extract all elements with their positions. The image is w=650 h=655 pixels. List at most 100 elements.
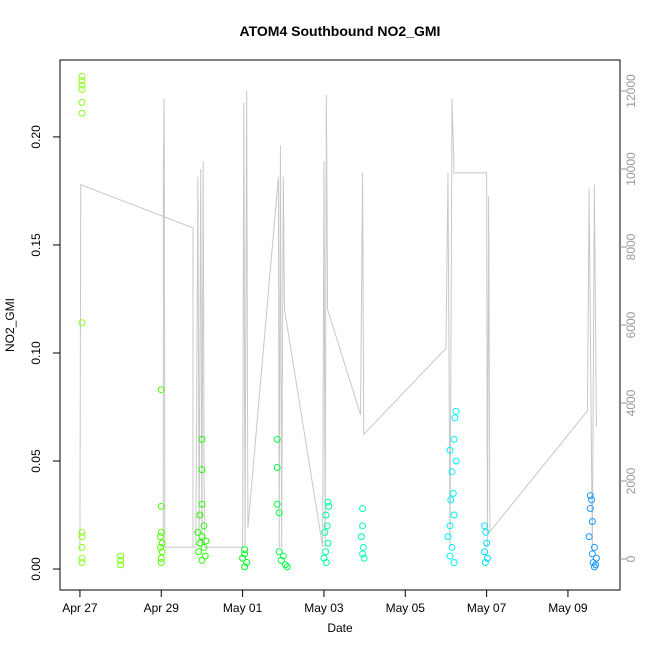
data-point xyxy=(196,511,204,519)
plot-box xyxy=(59,59,621,591)
x-tick-label: Apr 27 xyxy=(62,601,98,615)
data-point xyxy=(157,554,165,562)
y-tick-label: 0.20 xyxy=(29,125,43,149)
data-point xyxy=(277,556,285,564)
data-point xyxy=(198,556,206,564)
data-point xyxy=(283,563,291,571)
data-point xyxy=(157,528,165,536)
data-point xyxy=(200,543,208,551)
y-tick-label: 0.00 xyxy=(29,557,43,581)
data-point xyxy=(273,463,281,471)
data-point xyxy=(241,546,249,554)
y2-tick-label: 12000 xyxy=(624,74,638,108)
data-point xyxy=(588,496,596,504)
data-point xyxy=(588,550,596,558)
x-tick-label: May 03 xyxy=(304,601,344,615)
data-point xyxy=(117,556,125,564)
altitude-line xyxy=(79,91,597,552)
data-point xyxy=(448,468,456,476)
data-point xyxy=(241,550,249,558)
data-point xyxy=(279,552,287,560)
x-tick-label: Apr 29 xyxy=(144,601,180,615)
data-point xyxy=(78,543,86,551)
x-tick-label: May 07 xyxy=(467,601,507,615)
data-point xyxy=(117,552,125,560)
data-point xyxy=(156,533,164,541)
data-point xyxy=(324,539,332,547)
data-point xyxy=(452,407,460,415)
data-point xyxy=(202,537,210,545)
data-point xyxy=(78,77,86,85)
data-point xyxy=(78,559,86,567)
data-point xyxy=(590,563,598,571)
data-point xyxy=(78,81,86,89)
data-point xyxy=(590,543,598,551)
chart-title: ATOM4 Southbound NO2_GMI xyxy=(240,23,441,39)
data-point xyxy=(78,72,86,80)
data-point xyxy=(585,533,593,541)
x-tick-label: May 09 xyxy=(548,601,588,615)
data-point xyxy=(446,552,454,560)
y2-tick-label: 10000 xyxy=(624,152,638,186)
data-point xyxy=(452,457,460,465)
y2-tick-label: 2000 xyxy=(624,467,638,494)
data-point xyxy=(588,518,596,526)
data-point xyxy=(198,533,206,541)
data-point xyxy=(275,548,283,556)
data-point xyxy=(450,435,458,443)
data-point xyxy=(592,554,600,562)
data-point xyxy=(201,552,209,560)
data-point xyxy=(275,509,283,517)
data-point xyxy=(483,554,491,562)
data-point xyxy=(157,386,165,394)
data-point xyxy=(357,533,365,541)
y2-tick-label: 8000 xyxy=(624,233,638,260)
data-point xyxy=(198,435,206,443)
data-point xyxy=(586,505,594,513)
y-tick-label: 0.15 xyxy=(29,233,43,257)
data-point xyxy=(198,466,206,474)
data-point xyxy=(156,543,164,551)
data-point xyxy=(281,561,289,569)
data-point xyxy=(586,492,594,500)
data-point xyxy=(322,559,330,567)
data-point xyxy=(359,550,367,558)
y2-tick-label: 6000 xyxy=(624,311,638,338)
data-point xyxy=(482,528,490,536)
data-point xyxy=(325,502,333,510)
data-point xyxy=(78,85,86,93)
data-point xyxy=(273,435,281,443)
data-point xyxy=(360,554,368,562)
data-point xyxy=(359,543,367,551)
data-point xyxy=(196,539,204,547)
data-point xyxy=(78,98,86,106)
data-point xyxy=(446,446,454,454)
data-point xyxy=(451,414,459,422)
data-point xyxy=(359,522,367,530)
data-point xyxy=(198,500,206,508)
data-point xyxy=(78,533,86,541)
data-point xyxy=(78,109,86,117)
data-point xyxy=(194,528,202,536)
data-point xyxy=(157,502,165,510)
x-tick-label: May 01 xyxy=(223,601,263,615)
data-point xyxy=(322,548,330,556)
data-point xyxy=(323,522,331,530)
data-point xyxy=(78,319,86,327)
data-point xyxy=(481,548,489,556)
data-point xyxy=(78,554,86,562)
data-point xyxy=(78,528,86,536)
data-point xyxy=(449,489,457,497)
data-point xyxy=(450,511,458,519)
data-point xyxy=(200,522,208,530)
data-point xyxy=(241,563,249,571)
data-point xyxy=(195,548,203,556)
y-tick-label: 0.05 xyxy=(29,449,43,473)
data-point xyxy=(239,554,247,562)
y2-tick-label: 0 xyxy=(624,555,638,562)
y-axis-label: NO2_GMI xyxy=(3,298,17,352)
data-point xyxy=(324,498,332,506)
y-tick-label: 0.10 xyxy=(29,341,43,365)
data-point xyxy=(446,522,454,530)
